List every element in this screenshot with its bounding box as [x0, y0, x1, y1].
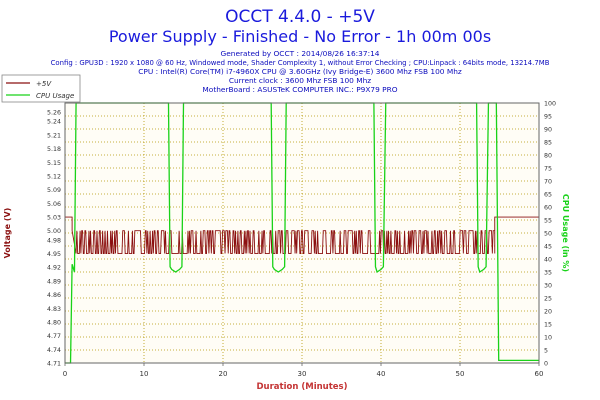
- y2-tick-label: 70: [544, 179, 552, 186]
- y-tick-label: 5.00: [47, 228, 61, 235]
- x-tick-label: 0: [63, 370, 67, 378]
- info-generated: Generated by OCCT : 2014/08/26 16:37:14: [221, 49, 380, 58]
- y-tick-label: 5.26: [47, 110, 61, 117]
- y-tick-label: 4.95: [47, 251, 61, 258]
- y2-tick-label: 35: [544, 270, 552, 277]
- x-tick-label: 10: [140, 370, 149, 378]
- y2-tick-label: 100: [544, 101, 556, 108]
- info-config: Config : GPU3D : 1920 x 1080 @ 60 Hz, Wi…: [51, 59, 550, 67]
- series-voltage-line: [65, 216, 539, 254]
- y-axis-label: Voltage (V): [3, 208, 12, 259]
- y2-tick-label: 10: [544, 335, 552, 342]
- y2-tick-label: 5: [544, 348, 548, 355]
- y2-tick-label: 20: [544, 309, 552, 316]
- y2-tick-label: 55: [544, 218, 552, 225]
- y-tick-label: 4.89: [47, 278, 61, 285]
- legend-label-voltage: +5V: [36, 80, 52, 88]
- y-tick-label: 5.24: [47, 119, 61, 126]
- y2-tick-label: 45: [544, 244, 552, 251]
- info-cpu: CPU : Intel(R) Core(TM) i7-4960X CPU @ 3…: [138, 67, 462, 76]
- y-tick-label: 4.80: [47, 319, 61, 326]
- y2-tick-label: 40: [544, 257, 552, 264]
- y2-tick-label: 90: [544, 127, 552, 134]
- y-tick-label: 4.74: [47, 347, 61, 354]
- y-tick-label: 5.06: [47, 201, 61, 208]
- y-tick-label: 4.86: [47, 292, 61, 299]
- y2-tick-label: 30: [544, 283, 552, 290]
- y-tick-label: 5.15: [47, 160, 61, 167]
- y-tick-label: 4.77: [47, 333, 61, 340]
- x-tick-label: 50: [456, 370, 465, 378]
- y-tick-label: 4.92: [47, 265, 61, 272]
- legend-box: [1, 74, 81, 103]
- y2-tick-label: 80: [544, 153, 552, 160]
- y2-tick-label: 85: [544, 140, 552, 147]
- y2-tick-label: 50: [544, 231, 552, 238]
- y-tick-label: 5.09: [47, 187, 61, 194]
- y-tick-label: 4.71: [47, 361, 61, 368]
- y2-axis-label: CPU Usage (in %): [561, 194, 570, 272]
- x-tick-label: 20: [219, 370, 228, 378]
- y-tick-label: 5.03: [47, 215, 61, 222]
- axes: 0 10 20 30 40 50 604.714.744.774.804.834.864.8…: [47, 101, 556, 379]
- x-tick-label: 60: [535, 370, 544, 378]
- y-tick-label: 5.18: [47, 146, 61, 153]
- y-tick-label: 4.83: [47, 306, 61, 313]
- x-axis-label: Duration (Minutes): [257, 382, 348, 392]
- y2-tick-label: 25: [544, 296, 552, 303]
- y-tick-label: 5.12: [47, 173, 61, 180]
- y2-tick-label: 0: [544, 361, 548, 368]
- legend: +5V CPU Usage: [1, 74, 81, 103]
- y2-tick-label: 95: [544, 114, 552, 121]
- y2-tick-label: 75: [544, 166, 552, 173]
- x-tick-label: 30: [298, 370, 307, 378]
- y2-tick-label: 65: [544, 192, 552, 199]
- y-tick-label: 4.98: [47, 237, 61, 244]
- info-motherboard: MotherBoard : ASUSTeK COMPUTER INC.: P9X…: [202, 85, 397, 94]
- legend-label-cpu: CPU Usage: [36, 92, 74, 100]
- y-tick-label: 5.21: [47, 132, 61, 139]
- x-tick-label: 40: [377, 370, 386, 378]
- chart-title: OCCT 4.4.0 - +5V: [225, 7, 375, 27]
- chart-subtitle: Power Supply - Finished - No Error - 1h …: [109, 27, 491, 46]
- y2-tick-label: 15: [544, 322, 552, 329]
- info-clock: Current clock : 3600 Mhz FSB 100 Mhz: [229, 76, 371, 85]
- y2-tick-label: 60: [544, 205, 552, 212]
